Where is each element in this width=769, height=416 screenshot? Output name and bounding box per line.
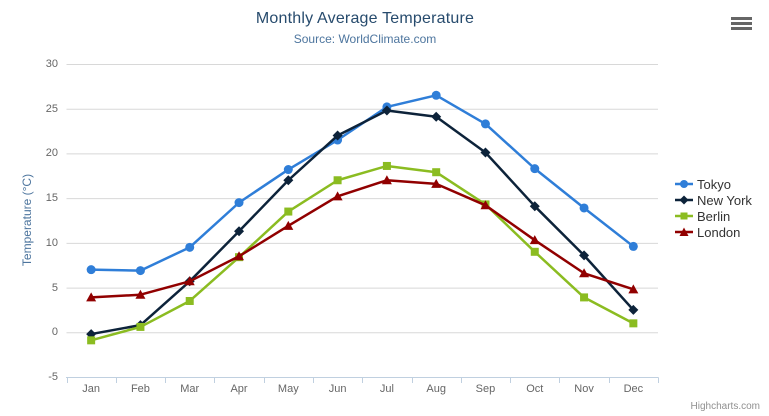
data-point-new-york-Aug[interactable]	[431, 111, 442, 122]
x-axis-label: Aug	[426, 383, 446, 395]
chart-title: Monthly Average Temperature	[255, 10, 475, 27]
x-axis-label: Sep	[475, 383, 496, 395]
square-marker-icon	[675, 212, 693, 220]
x-axis-label: Jul	[379, 383, 394, 395]
data-point-berlin-Dec[interactable]	[629, 319, 638, 328]
data-point-berlin-Jul[interactable]	[382, 161, 391, 170]
data-point-tokyo-Dec[interactable]	[628, 241, 638, 251]
y-axis-label: 20	[45, 147, 58, 160]
series-line-new-york[interactable]	[89, 109, 635, 336]
data-point-tokyo-Feb[interactable]	[135, 266, 145, 276]
data-point-london-Apr[interactable]	[234, 251, 245, 261]
data-point-london-Aug[interactable]	[431, 178, 442, 188]
x-axis-label: Feb	[130, 383, 150, 395]
x-axis-label: Dec	[623, 383, 644, 395]
data-point-berlin-Jun[interactable]	[333, 176, 342, 185]
series-line-tokyo[interactable]	[89, 94, 635, 272]
legend-label: New York	[697, 192, 752, 208]
x-axis-label: Jun	[328, 383, 347, 395]
data-point-tokyo-May[interactable]	[283, 165, 293, 175]
x-axis-label: May	[277, 383, 299, 395]
data-point-london-Jul[interactable]	[381, 175, 392, 185]
data-point-london-Jun[interactable]	[332, 191, 343, 201]
data-point-tokyo-Aug[interactable]	[431, 90, 441, 100]
data-point-new-york-Jul[interactable]	[381, 105, 392, 116]
data-point-new-york-Apr[interactable]	[234, 226, 245, 237]
data-point-new-york-Oct[interactable]	[529, 201, 540, 212]
data-point-tokyo-Jan[interactable]	[86, 265, 96, 275]
data-point-new-york-Nov[interactable]	[579, 250, 590, 261]
data-point-berlin-May[interactable]	[284, 207, 293, 216]
legend-item-new-york[interactable]: New York	[675, 192, 752, 208]
x-axis-label: Nov	[574, 383, 594, 395]
credits-link[interactable]: Highcharts.com	[690, 401, 760, 412]
data-point-london-May[interactable]	[283, 220, 294, 230]
data-point-london-Jan[interactable]	[86, 292, 97, 302]
series-line-berlin[interactable]	[89, 164, 635, 342]
data-point-london-Mar[interactable]	[184, 276, 195, 286]
circle-marker-icon	[675, 180, 693, 188]
y-axis-label: -5	[48, 371, 58, 383]
x-axis-label: Jan	[82, 383, 101, 395]
data-point-london-Dec[interactable]	[628, 284, 639, 294]
data-point-new-york-May[interactable]	[283, 175, 294, 186]
data-point-berlin-Nov[interactable]	[580, 293, 589, 302]
chart-subtitle: Source: WorldClimate.com	[293, 32, 437, 46]
y-axis-label: 15	[45, 192, 58, 205]
data-point-london-Sep[interactable]	[480, 200, 491, 210]
data-point-london-Nov[interactable]	[579, 268, 590, 278]
x-axis-label: Oct	[526, 383, 544, 395]
y-axis-label: 10	[45, 236, 58, 249]
series-line-london[interactable]	[89, 179, 635, 299]
x-axis-label: Mar	[180, 383, 200, 395]
legend-item-tokyo[interactable]: Tokyo	[675, 176, 752, 192]
triangle-marker-icon	[675, 227, 693, 236]
data-point-tokyo-Oct[interactable]	[530, 164, 540, 174]
data-point-new-york-Dec[interactable]	[628, 304, 639, 315]
y-axis-label: 0	[51, 326, 58, 339]
data-point-london-Oct[interactable]	[529, 235, 540, 245]
data-point-london-Feb[interactable]	[135, 289, 146, 299]
legend: Tokyo New York Berlin London	[675, 176, 752, 240]
y-axis-label: 25	[45, 102, 58, 115]
legend-label: London	[697, 224, 741, 240]
data-point-berlin-Aug[interactable]	[432, 168, 441, 177]
legend-item-london[interactable]: London	[675, 224, 752, 240]
diamond-marker-icon	[675, 195, 693, 205]
y-axis-title: Temperature (°C)	[20, 173, 34, 267]
data-point-new-york-Jun[interactable]	[332, 130, 343, 141]
hamburger-menu-icon	[731, 16, 752, 20]
legend-label: Tokyo	[697, 176, 731, 192]
data-point-tokyo-Mar[interactable]	[185, 242, 195, 252]
data-point-berlin-Feb[interactable]	[136, 322, 145, 331]
y-axis-label: 30	[45, 58, 58, 70]
legend-item-berlin[interactable]: Berlin	[675, 208, 752, 224]
y-axis-label: 5	[51, 281, 58, 294]
data-point-new-york-Sep[interactable]	[480, 147, 491, 158]
data-point-tokyo-Apr[interactable]	[234, 198, 244, 208]
legend-label: Berlin	[697, 208, 731, 224]
data-point-tokyo-Sep[interactable]	[480, 119, 490, 129]
data-point-tokyo-Nov[interactable]	[579, 203, 589, 213]
data-point-berlin-Oct[interactable]	[530, 247, 539, 256]
data-point-berlin-Mar[interactable]	[185, 296, 194, 305]
data-point-berlin-Jan[interactable]	[87, 336, 96, 345]
x-axis-label: Apr	[230, 383, 248, 395]
export-menu-button[interactable]	[729, 13, 757, 33]
